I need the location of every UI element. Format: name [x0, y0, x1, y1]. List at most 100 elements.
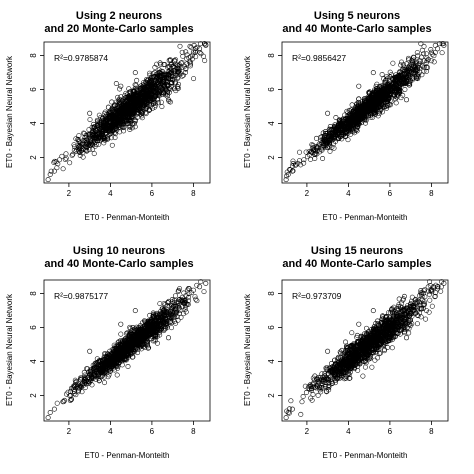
- data-point: [118, 104, 124, 110]
- data-point: [85, 143, 90, 149]
- data-point: [113, 81, 119, 86]
- data-point: [183, 49, 189, 55]
- scatter-panel-5-neurons: Using 5 neurons and 40 Monte-Carlo sampl…: [243, 10, 449, 222]
- data-point: [129, 125, 135, 131]
- data-point: [112, 102, 118, 108]
- data-point: [112, 135, 118, 141]
- scatter-panel-15-neurons: Using 15 neurons and 40 Monte-Carlo samp…: [243, 245, 449, 460]
- data-point: [132, 91, 137, 97]
- y-tick-label: 2: [29, 155, 38, 160]
- x-axis-label: ET0 - Penman-Monteith: [323, 451, 408, 460]
- data-point: [166, 63, 172, 69]
- data-point: [97, 126, 103, 132]
- y-tick-label: 6: [267, 325, 276, 330]
- data-point: [432, 50, 438, 56]
- data-point: [132, 124, 138, 130]
- x-tick-label: 8: [191, 189, 196, 198]
- data-point: [132, 308, 138, 314]
- data-point: [356, 83, 362, 89]
- data-point: [127, 100, 132, 106]
- data-point: [45, 415, 51, 421]
- data-point: [132, 82, 138, 88]
- data-point: [110, 122, 116, 128]
- data-point: [114, 108, 120, 114]
- data-point: [175, 67, 181, 73]
- y-tick-label: 6: [29, 325, 38, 330]
- data-point: [104, 134, 110, 139]
- data-point: [87, 117, 93, 123]
- data-point: [148, 91, 154, 97]
- y-tick-label: 8: [267, 53, 276, 58]
- data-point: [148, 92, 153, 98]
- data-point: [112, 103, 117, 109]
- data-point: [147, 80, 153, 86]
- data-point: [76, 144, 82, 150]
- data-point: [106, 129, 112, 135]
- x-tick-label: 2: [67, 427, 72, 436]
- data-point: [403, 97, 409, 103]
- data-point: [313, 135, 319, 141]
- data-point: [60, 166, 66, 172]
- data-point: [176, 70, 182, 75]
- data-point: [176, 62, 182, 68]
- data-point: [138, 111, 144, 117]
- data-point: [127, 98, 133, 104]
- data-point: [53, 159, 59, 165]
- data-point: [128, 107, 134, 113]
- data-point: [174, 85, 180, 91]
- data-point: [63, 151, 69, 157]
- data-point: [173, 293, 178, 299]
- data-point: [147, 90, 153, 96]
- data-point: [132, 118, 138, 124]
- data-point: [156, 67, 162, 73]
- data-point: [91, 131, 97, 137]
- x-tick-label: 6: [150, 427, 155, 436]
- data-point: [161, 90, 167, 96]
- data-point: [297, 149, 302, 155]
- data-point: [154, 61, 160, 67]
- x-tick-label: 2: [67, 189, 72, 198]
- data-point: [369, 364, 375, 370]
- data-point: [165, 89, 171, 95]
- y-axis-label: ET0 - Bayesian Neural Network: [243, 55, 252, 168]
- data-point: [130, 88, 136, 94]
- data-point: [76, 133, 82, 139]
- panel-title-line1: Using 5 neurons: [314, 10, 400, 22]
- data-point: [48, 168, 54, 174]
- data-point: [166, 97, 172, 103]
- x-tick-label: 8: [429, 189, 434, 198]
- data-point: [86, 127, 92, 133]
- y-axis-label: ET0 - Bayesian Neural Network: [5, 55, 14, 168]
- data-point: [95, 118, 101, 124]
- data-point: [142, 101, 148, 107]
- data-point: [108, 125, 114, 131]
- data-point: [156, 88, 162, 94]
- data-point: [333, 115, 339, 120]
- data-point: [424, 68, 430, 74]
- y-tick-label: 4: [267, 359, 276, 364]
- data-point: [120, 102, 126, 108]
- data-point: [129, 112, 135, 117]
- data-point: [431, 53, 437, 59]
- data-point: [67, 160, 73, 166]
- data-point: [190, 49, 196, 55]
- r-squared-annotation: R²=0.973709: [292, 291, 342, 301]
- data-point: [138, 86, 144, 92]
- data-point: [308, 156, 313, 162]
- data-point: [115, 103, 121, 109]
- x-tick-label: 4: [108, 427, 113, 436]
- x-tick-label: 8: [429, 427, 434, 436]
- data-point: [315, 144, 321, 150]
- data-point: [428, 47, 434, 52]
- data-point: [194, 298, 200, 304]
- data-point: [103, 125, 109, 131]
- y-tick-label: 6: [29, 87, 38, 92]
- data-point: [393, 100, 399, 106]
- data-point: [159, 104, 165, 110]
- data-point: [89, 137, 94, 143]
- data-point: [90, 139, 96, 145]
- data-point: [169, 73, 175, 79]
- data-point: [439, 50, 445, 56]
- data-point: [54, 165, 60, 171]
- panel-title-line1: Using 2 neurons: [76, 10, 162, 22]
